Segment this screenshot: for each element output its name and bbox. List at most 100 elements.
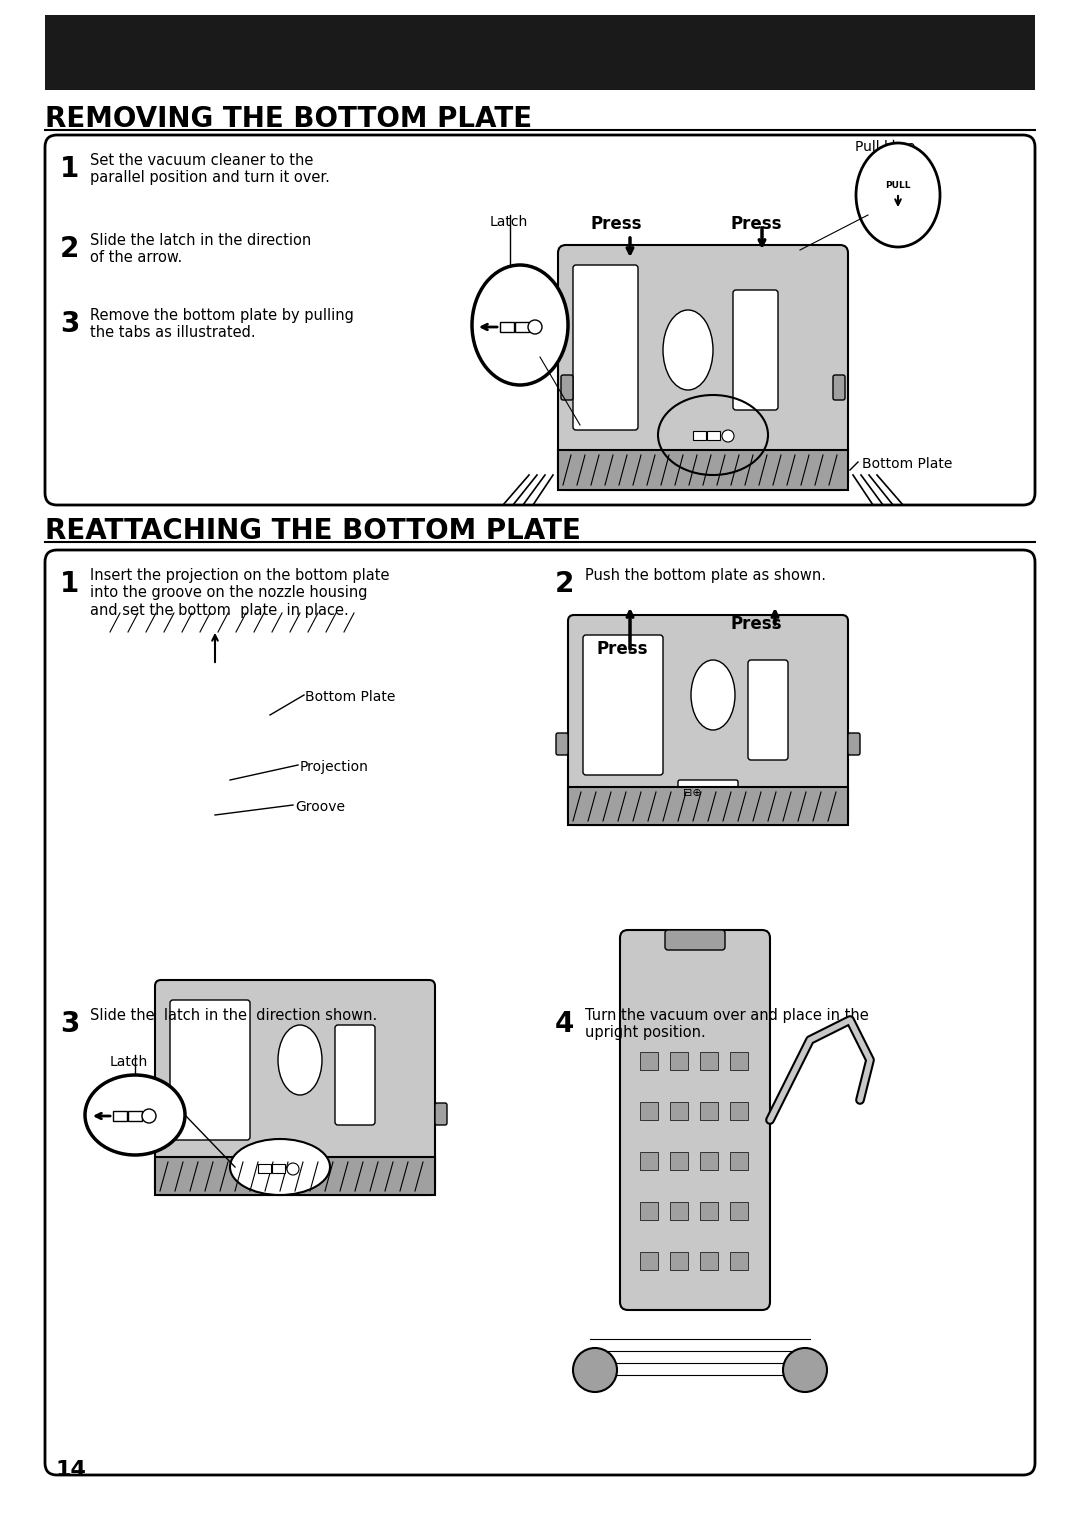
Text: 1: 1 — [60, 570, 79, 598]
Text: 3: 3 — [60, 310, 79, 339]
Ellipse shape — [783, 1348, 827, 1392]
Polygon shape — [84, 647, 195, 820]
Text: REMOVING THE BOTTOM PLATE: REMOVING THE BOTTOM PLATE — [45, 105, 532, 133]
Text: 2: 2 — [555, 570, 575, 598]
Bar — [568, 787, 848, 825]
Text: Turn the vacuum over and place in the
upright position.: Turn the vacuum over and place in the up… — [585, 1008, 868, 1040]
Polygon shape — [105, 610, 365, 634]
FancyBboxPatch shape — [583, 634, 663, 775]
Ellipse shape — [663, 310, 713, 390]
Text: Pull here: Pull here — [855, 140, 915, 154]
Text: Press: Press — [590, 215, 642, 233]
Bar — [730, 1252, 748, 1270]
Bar — [707, 432, 720, 441]
Bar — [272, 1164, 285, 1173]
Ellipse shape — [230, 1139, 330, 1196]
Bar — [500, 322, 514, 332]
Text: Set the vacuum cleaner to the
parallel position and turn it over.: Set the vacuum cleaner to the parallel p… — [90, 152, 329, 186]
Text: ⊟⊕: ⊟⊕ — [683, 788, 702, 798]
FancyBboxPatch shape — [435, 1103, 447, 1125]
Bar — [670, 1052, 688, 1071]
Bar — [640, 1151, 658, 1170]
Text: 3: 3 — [60, 1010, 79, 1039]
Polygon shape — [177, 647, 265, 820]
Bar — [730, 1151, 748, 1170]
Text: Slide the latch in the direction
of the arrow.: Slide the latch in the direction of the … — [90, 233, 311, 265]
Polygon shape — [565, 1310, 835, 1389]
Bar — [258, 1164, 271, 1173]
FancyBboxPatch shape — [620, 930, 770, 1310]
Text: PULL: PULL — [886, 180, 910, 189]
FancyBboxPatch shape — [748, 660, 788, 759]
Text: Insert the projection on the bottom plate
into the groove on the nozzle housing
: Insert the projection on the bottom plat… — [90, 567, 390, 618]
FancyBboxPatch shape — [568, 615, 848, 825]
Ellipse shape — [278, 1025, 322, 1095]
Ellipse shape — [472, 265, 568, 384]
Text: 1: 1 — [60, 156, 79, 183]
Text: Remove the bottom plate by pulling
the tabs as illustrated.: Remove the bottom plate by pulling the t… — [90, 308, 354, 340]
FancyBboxPatch shape — [833, 375, 845, 400]
Bar — [700, 1103, 718, 1119]
FancyBboxPatch shape — [561, 375, 573, 400]
FancyBboxPatch shape — [156, 981, 435, 1196]
Text: 4: 4 — [555, 1010, 575, 1039]
Text: Press: Press — [730, 615, 782, 633]
Polygon shape — [80, 634, 365, 845]
Bar — [640, 1202, 658, 1220]
FancyBboxPatch shape — [848, 734, 860, 755]
Bar — [730, 1052, 748, 1071]
FancyBboxPatch shape — [45, 551, 1035, 1475]
Bar — [670, 1252, 688, 1270]
Bar — [640, 1103, 658, 1119]
FancyBboxPatch shape — [143, 1103, 156, 1125]
Ellipse shape — [856, 143, 940, 247]
Text: Push the bottom plate as shown.: Push the bottom plate as shown. — [585, 567, 826, 583]
Bar — [640, 1252, 658, 1270]
FancyBboxPatch shape — [170, 1000, 249, 1141]
Bar — [670, 1202, 688, 1220]
Ellipse shape — [287, 1164, 299, 1174]
Text: Projection: Projection — [300, 759, 369, 775]
Bar — [730, 1202, 748, 1220]
Text: Press: Press — [730, 215, 782, 233]
Text: Bottom Plate: Bottom Plate — [862, 458, 953, 471]
FancyBboxPatch shape — [573, 265, 638, 430]
Ellipse shape — [723, 430, 734, 442]
Ellipse shape — [691, 660, 735, 730]
Bar — [515, 322, 529, 332]
Bar — [700, 1151, 718, 1170]
Text: REATTACHING THE BOTTOM PLATE: REATTACHING THE BOTTOM PLATE — [45, 517, 581, 544]
Ellipse shape — [141, 1109, 156, 1122]
Bar — [700, 1052, 718, 1071]
FancyBboxPatch shape — [45, 136, 1035, 505]
Bar — [693, 432, 706, 441]
Bar — [700, 1252, 718, 1270]
Bar — [156, 1157, 435, 1196]
Text: Press: Press — [596, 640, 648, 657]
Bar — [129, 1112, 141, 1121]
Bar — [45, 15, 1035, 90]
FancyBboxPatch shape — [556, 734, 568, 755]
Text: Groove: Groove — [295, 801, 345, 814]
Bar — [700, 1202, 718, 1220]
Ellipse shape — [573, 1348, 617, 1392]
FancyBboxPatch shape — [665, 930, 725, 950]
Bar — [730, 1103, 748, 1119]
Bar — [670, 1151, 688, 1170]
Text: 2: 2 — [60, 235, 79, 262]
Text: Latch: Latch — [490, 215, 528, 229]
Text: Bottom Plate: Bottom Plate — [305, 689, 395, 705]
Bar — [558, 450, 848, 490]
FancyBboxPatch shape — [335, 1025, 375, 1125]
Bar — [670, 1103, 688, 1119]
Ellipse shape — [85, 1075, 185, 1154]
FancyBboxPatch shape — [678, 779, 738, 801]
FancyBboxPatch shape — [733, 290, 778, 410]
Bar — [113, 1112, 127, 1121]
Bar — [640, 1052, 658, 1071]
Ellipse shape — [528, 320, 542, 334]
Text: Latch: Latch — [110, 1055, 148, 1069]
FancyBboxPatch shape — [558, 246, 848, 490]
Text: Slide the  latch in the  direction shown.: Slide the latch in the direction shown. — [90, 1008, 377, 1023]
Text: REPLACEMENT  INSTRUCTIONS: REPLACEMENT INSTRUCTIONS — [65, 34, 691, 67]
